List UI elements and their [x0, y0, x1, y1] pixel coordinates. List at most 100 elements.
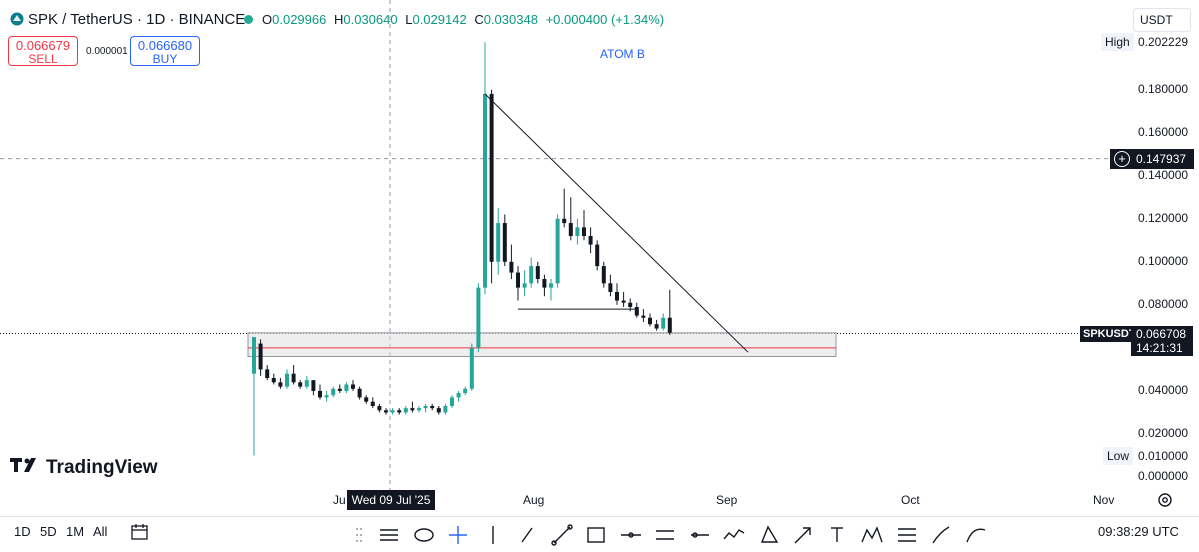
- spread-value: 0.000001: [86, 46, 128, 57]
- candle-body: [318, 390, 322, 398]
- market-status-icon[interactable]: [244, 15, 253, 24]
- chart-annotation-text[interactable]: ATOM B: [600, 47, 645, 61]
- candle-body: [456, 393, 461, 398]
- candle-body: [568, 223, 573, 236]
- candle-body: [436, 408, 441, 413]
- fib-icon[interactable]: [894, 522, 920, 548]
- candle-body: [364, 397, 369, 402]
- sell-button[interactable]: 0.066679 SELL: [8, 36, 78, 66]
- candle-body: [489, 93, 494, 262]
- candle-body: [621, 300, 626, 303]
- candle-body: [252, 337, 256, 374]
- text-icon[interactable]: [825, 522, 851, 548]
- triangle-icon[interactable]: [756, 522, 782, 548]
- drag-handle-icon[interactable]: [355, 526, 363, 544]
- close-key: C: [474, 12, 484, 27]
- descending-trend-line: [484, 93, 749, 353]
- price-tick: 0.040000: [1138, 382, 1189, 397]
- buy-price: 0.066680: [137, 38, 193, 53]
- watermark-text: TradingView: [46, 457, 158, 478]
- buy-label: BUY: [152, 52, 178, 66]
- range-5d[interactable]: 5D: [40, 524, 57, 539]
- buy-button[interactable]: 0.066680 BUY: [130, 36, 200, 66]
- price-tick: 0.120000: [1138, 210, 1189, 225]
- drawings-layer[interactable]: [484, 93, 749, 353]
- ohlc-readout: O0.029966 H0.030640 L0.029142 C0.030348 …: [262, 12, 668, 27]
- rectangle-icon[interactable]: [583, 522, 609, 548]
- candle-body: [351, 384, 355, 389]
- candle-body: [661, 317, 666, 329]
- candle-body: [529, 266, 534, 284]
- path-icon[interactable]: [721, 522, 747, 548]
- open-value: 0.029966: [272, 12, 327, 27]
- add-alert-plus-icon[interactable]: +: [1114, 151, 1130, 167]
- currency-selector[interactable]: USDT: [1133, 8, 1191, 32]
- candle-body: [608, 283, 613, 292]
- low-label: Low: [1103, 447, 1134, 465]
- support-zone[interactable]: [247, 332, 837, 357]
- settings-gear-icon[interactable]: [1157, 492, 1173, 508]
- candle-body: [311, 380, 316, 391]
- lines-icon[interactable]: [376, 522, 402, 548]
- curve-icon[interactable]: [963, 522, 989, 548]
- close-value: 0.030348: [483, 12, 538, 27]
- sell-label: SELL: [28, 52, 58, 66]
- candle-body: [298, 382, 303, 387]
- horizontal-line-icon[interactable]: [618, 522, 644, 548]
- candle-body: [324, 395, 329, 398]
- crosshair-icon[interactable]: [445, 522, 471, 548]
- calendar-icon[interactable]: [130, 522, 150, 542]
- symbol-logo-icon: [10, 12, 24, 26]
- price-tick: 0.000000: [1138, 469, 1189, 483]
- candle-body: [291, 373, 296, 383]
- open-key: O: [262, 12, 273, 27]
- range-1d[interactable]: 1D: [14, 524, 31, 539]
- brush-icon[interactable]: [928, 522, 954, 548]
- candle-body: [575, 227, 580, 236]
- price-tick: 0.100000: [1138, 253, 1189, 268]
- candle-body: [615, 291, 619, 301]
- range-1m[interactable]: 1M: [66, 524, 85, 539]
- candle-body: [496, 223, 501, 262]
- candle-body: [285, 373, 289, 387]
- time-tick-oct: Oct: [901, 493, 920, 507]
- grid-layer: [0, 0, 1131, 490]
- time-tick-aug: Aug: [523, 493, 545, 507]
- pen-icon[interactable]: [514, 522, 540, 548]
- high-label: High: [1101, 33, 1134, 51]
- last-price-symbol: SPKUSDT: [1080, 326, 1139, 342]
- candle-body: [509, 261, 514, 273]
- candle-body: [384, 410, 388, 413]
- candle-body: [582, 227, 586, 236]
- cursor-line-icon[interactable]: [480, 522, 506, 548]
- horizontal-ray-icon[interactable]: [687, 522, 713, 548]
- candle-body: [390, 410, 395, 413]
- candle-body: [331, 388, 336, 396]
- time-tick-jul: Ju: [333, 493, 346, 507]
- high-key: H: [333, 12, 344, 27]
- candle-body: [542, 279, 547, 288]
- bar-countdown: 14:21:31: [1131, 341, 1193, 356]
- parallel-channel-icon[interactable]: [652, 522, 678, 548]
- candle-body: [377, 405, 382, 411]
- candle-body: [628, 302, 633, 307]
- pattern-icon[interactable]: [859, 522, 885, 548]
- low-value: 0.029142: [412, 12, 467, 27]
- candle-body: [667, 317, 672, 333]
- candle-body: [430, 405, 435, 409]
- arrow-icon[interactable]: [790, 522, 816, 548]
- candle-body: [476, 287, 481, 348]
- price-tick: 0.160000: [1138, 124, 1189, 139]
- time-tick-nov: Nov: [1093, 493, 1115, 507]
- symbol-title[interactable]: SPK / TetherUS · 1D · BINANCE: [28, 11, 246, 28]
- candle-body: [337, 388, 342, 391]
- candle-body: [265, 369, 270, 379]
- candle-body: [595, 244, 600, 267]
- candle-body: [344, 384, 349, 391]
- candle-body: [410, 408, 415, 411]
- range-all[interactable]: All: [93, 524, 108, 539]
- ellipse-icon[interactable]: [411, 522, 437, 548]
- trend-line-icon[interactable]: [549, 522, 575, 548]
- utc-clock[interactable]: 09:38:29 UTC: [1098, 524, 1179, 539]
